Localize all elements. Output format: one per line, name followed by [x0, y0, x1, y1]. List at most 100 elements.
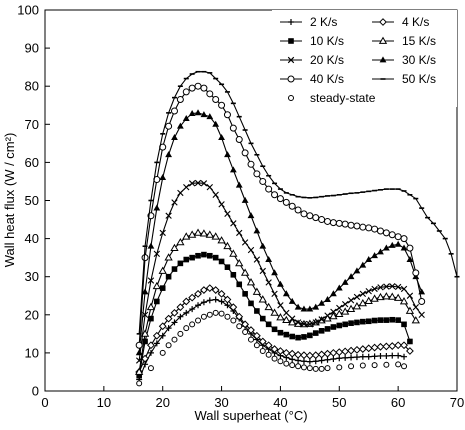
data-point	[136, 372, 142, 379]
data-point	[171, 266, 178, 272]
data-point	[394, 240, 402, 247]
data-point	[170, 243, 179, 252]
data-point	[217, 289, 226, 298]
data-point	[140, 329, 150, 337]
data-point	[323, 349, 332, 358]
data-point	[359, 362, 366, 369]
data-point	[240, 268, 250, 276]
data-point	[341, 347, 350, 356]
data-point	[300, 351, 308, 360]
data-point	[158, 266, 167, 274]
data-point	[330, 324, 337, 330]
data-point	[176, 237, 185, 246]
data-point	[236, 229, 243, 237]
data-point	[360, 318, 366, 325]
data-point	[218, 310, 225, 317]
y-tick-label: 40	[25, 231, 39, 246]
data-point	[389, 283, 396, 290]
data-point	[388, 241, 396, 248]
data-point	[364, 296, 373, 304]
data-point	[305, 351, 314, 360]
data-point	[294, 303, 302, 310]
data-point	[288, 297, 296, 304]
data-point	[406, 347, 414, 355]
y-tick-label: 100	[17, 3, 39, 18]
data-point	[205, 230, 214, 238]
data-point	[242, 328, 249, 335]
data-point	[418, 311, 425, 318]
data-point	[389, 316, 396, 323]
data-point	[241, 196, 249, 203]
data-point	[218, 258, 225, 265]
data-point	[224, 313, 231, 320]
y-axis-title: Wall heat flux (W / cm²)	[2, 133, 17, 268]
data-point	[407, 338, 413, 345]
legend-item: 50 K/s	[372, 72, 436, 86]
data-point	[406, 292, 414, 299]
y-tick-label: 10	[25, 345, 39, 360]
data-point	[188, 180, 196, 187]
series-40-k-s	[135, 82, 426, 349]
data-point	[306, 212, 314, 220]
data-point	[135, 349, 143, 356]
data-point	[411, 316, 420, 324]
data-point	[394, 233, 402, 241]
data-point	[365, 224, 373, 232]
data-point	[347, 297, 355, 304]
data-point	[371, 353, 378, 360]
data-point	[394, 283, 402, 291]
data-point	[347, 273, 355, 280]
legend-item: 40 K/s	[280, 72, 344, 86]
data-point	[183, 309, 190, 316]
data-point	[336, 304, 343, 312]
data-point	[252, 287, 262, 295]
data-point	[153, 250, 161, 258]
x-tick-label: 70	[450, 395, 464, 410]
data-point	[271, 269, 278, 276]
data-point	[253, 227, 261, 234]
x-tick-label: 40	[273, 395, 287, 410]
x-tick-label: 0	[41, 395, 48, 410]
data-point	[141, 254, 149, 262]
data-point	[371, 225, 379, 233]
data-point	[187, 230, 197, 238]
data-point	[146, 302, 156, 311]
data-point	[224, 264, 231, 270]
y-tick-label: 90	[25, 41, 39, 56]
data-point	[312, 330, 319, 336]
data-point	[388, 231, 396, 239]
data-point	[230, 271, 237, 278]
data-point	[335, 309, 344, 317]
data-point	[259, 242, 267, 249]
data-point	[364, 344, 373, 353]
data-point	[358, 345, 367, 353]
data-point	[335, 348, 344, 357]
data-point	[223, 111, 231, 119]
data-point	[383, 283, 390, 290]
data-point	[158, 322, 167, 331]
legend-label: steady-state	[310, 91, 376, 105]
data-point	[218, 134, 225, 141]
data-point	[195, 317, 202, 324]
data-point	[230, 317, 237, 324]
data-point	[218, 201, 225, 208]
data-point	[394, 341, 403, 350]
data-point	[147, 242, 155, 249]
data-point	[182, 88, 190, 96]
legend: 2 K/s 4 K/s 10 K/s 15 K/s 20 K/s 30 K/s 40 K/s…	[280, 15, 436, 105]
data-point	[152, 331, 161, 340]
data-point	[194, 289, 202, 298]
data-point	[388, 292, 397, 300]
data-point	[324, 326, 331, 332]
data-point	[318, 216, 326, 224]
data-point	[212, 254, 219, 261]
legend-label: 2 K/s	[310, 15, 337, 29]
data-point	[253, 170, 261, 178]
data-point	[312, 319, 319, 326]
data-point	[165, 273, 172, 280]
data-point	[289, 362, 296, 369]
data-point	[353, 293, 361, 301]
data-point	[218, 298, 225, 305]
data-point	[247, 212, 255, 219]
